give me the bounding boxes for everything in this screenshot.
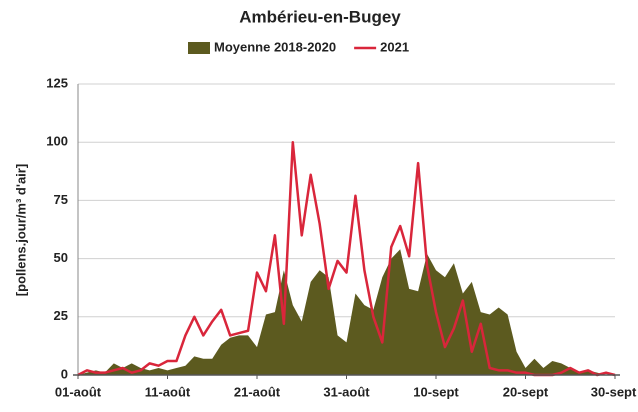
y-tick-label: 0 [61, 366, 68, 381]
x-tick-label: 21-août [234, 384, 281, 399]
x-tick-label: 31-août [323, 384, 370, 399]
x-tick-label: 30-sept [591, 384, 637, 399]
y-tick-label: 100 [46, 134, 68, 149]
legend-swatch [188, 42, 210, 54]
x-tick-label: 11-août [145, 384, 191, 399]
legend-label: 2021 [380, 39, 409, 54]
x-tick-label: 01-août [55, 384, 102, 399]
legend-label: Moyenne 2018-2020 [214, 39, 336, 54]
y-tick-label: 25 [54, 308, 68, 323]
y-tick-label: 125 [46, 75, 68, 90]
x-tick-label: 20-sept [503, 384, 549, 399]
area [78, 249, 615, 375]
x-tick-label: 10-sept [413, 384, 459, 399]
y-tick-label: 75 [54, 192, 68, 207]
y-tick-label: 50 [54, 250, 68, 265]
chart-title: Ambérieu-en-Bugey [239, 7, 401, 26]
line [77, 140, 616, 377]
y-axis-label: [pollens.jour/m³ d'air] [13, 164, 28, 296]
